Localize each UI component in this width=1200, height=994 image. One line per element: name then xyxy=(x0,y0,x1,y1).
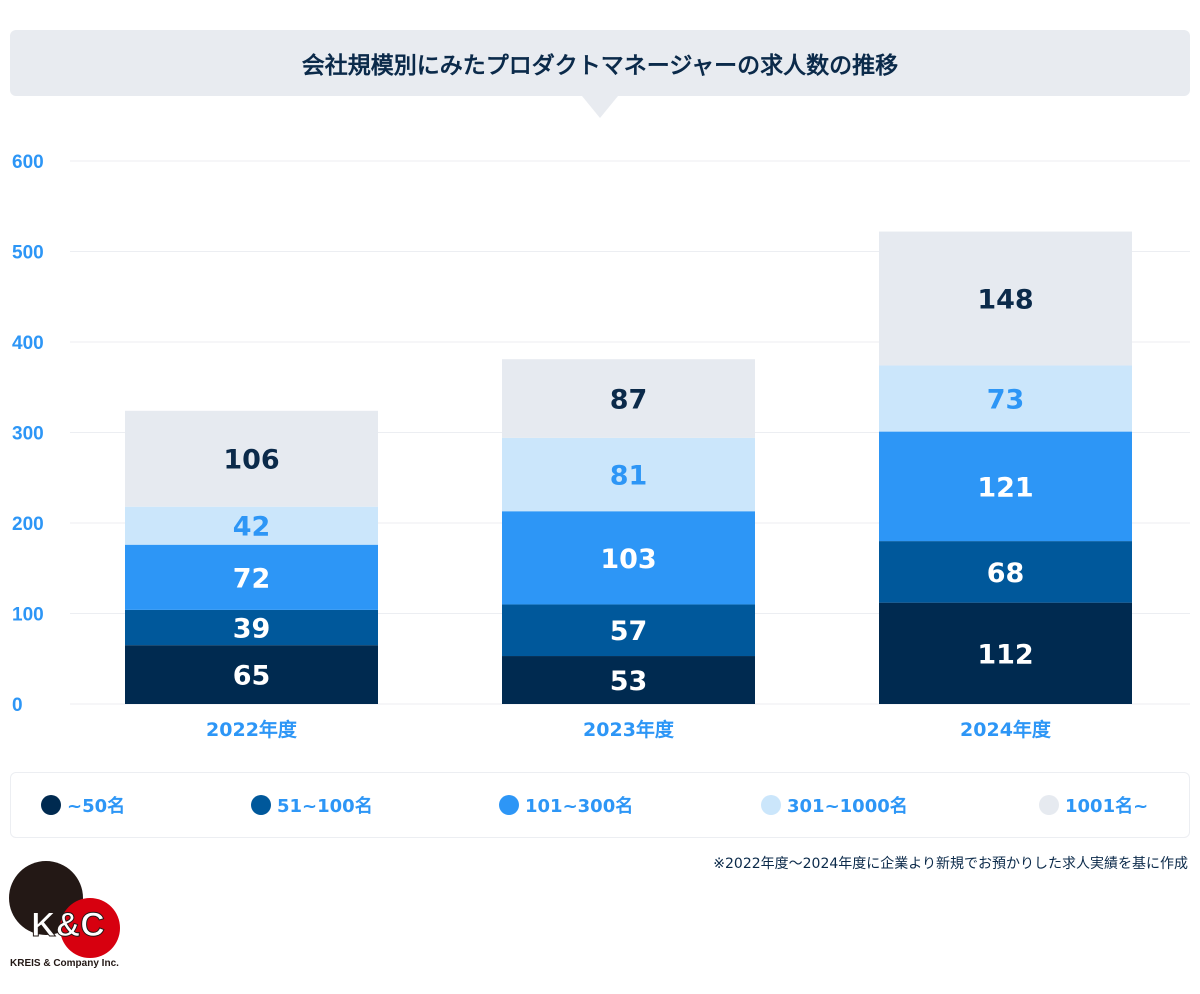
legend-swatch xyxy=(41,795,61,815)
legend-swatch xyxy=(761,795,781,815)
data-label: 148 xyxy=(977,285,1033,316)
legend-swatch xyxy=(251,795,271,815)
data-label: 39 xyxy=(233,614,271,645)
bar-segment xyxy=(879,602,1132,704)
footnote: ※2022年度～2024年度に企業より新規でお預かりした求人実績を基に作成 xyxy=(713,856,1188,872)
bar-segment xyxy=(879,231,1132,366)
bar-segment xyxy=(879,365,1132,432)
bar-segment xyxy=(125,410,378,507)
legend-item: 1001名~ xyxy=(1039,792,1148,818)
bar-segment xyxy=(879,541,1132,603)
y-tick-label: 0 xyxy=(12,695,23,716)
data-label: 73 xyxy=(987,385,1025,416)
y-tick-label: 200 xyxy=(12,514,44,535)
y-tick-label: 500 xyxy=(12,243,44,264)
legend-item: 301~1000名 xyxy=(761,792,908,818)
bar-segment xyxy=(125,609,378,646)
data-label: 112 xyxy=(977,639,1033,670)
bar-segment xyxy=(125,544,378,610)
x-tick-label: 2023年度 xyxy=(583,718,675,741)
legend-item: ~50名 xyxy=(41,792,125,818)
legend-label: 51~100名 xyxy=(277,796,373,817)
legend-swatch xyxy=(499,795,519,815)
bar-segment xyxy=(125,506,378,545)
legend-swatch xyxy=(1039,795,1059,815)
legend: ~50名 51~100名 101~300名 301~1000名 1001名~ xyxy=(10,772,1190,838)
chart-title-box: 会社規模別にみたプロダクトマネージャーの求人数の推移 xyxy=(10,30,1190,96)
data-label: 57 xyxy=(610,616,648,647)
x-tick-label: 2024年度 xyxy=(960,718,1052,741)
legend-label: 301~1000名 xyxy=(787,796,908,817)
data-label: 81 xyxy=(610,461,648,492)
bar-segment xyxy=(125,645,378,704)
data-label: 87 xyxy=(610,385,648,416)
bar-segment xyxy=(502,656,755,704)
data-label: 72 xyxy=(233,563,271,594)
bar-segment xyxy=(502,359,755,438)
stacked-bar-chart: 0 100 200 300 400 500 600 65 39 72 42 106 2022年度 53 57… xyxy=(12,152,1190,741)
y-tick-label: 300 xyxy=(12,424,44,445)
bar-segment xyxy=(502,511,755,605)
data-label: 106 xyxy=(223,445,279,476)
bar-segment xyxy=(502,604,755,657)
chart-title: 会社規模別にみたプロダクトマネージャーの求人数の推移 xyxy=(301,53,899,79)
x-tick-label: 2022年度 xyxy=(206,718,298,741)
data-label: 68 xyxy=(987,558,1025,589)
y-tick-label: 600 xyxy=(12,152,44,173)
svg-text:K&C: K&C xyxy=(31,906,105,944)
y-tick-label: 400 xyxy=(12,333,44,354)
legend-item: 101~300名 xyxy=(499,792,633,818)
y-tick-label: 100 xyxy=(12,605,44,626)
data-label: 121 xyxy=(977,472,1033,503)
bar-segment xyxy=(502,437,755,512)
legend-label: ~50名 xyxy=(67,796,126,817)
legend-label: 1001名~ xyxy=(1065,796,1149,817)
data-label: 53 xyxy=(610,666,648,697)
data-label: 103 xyxy=(600,544,656,575)
data-label: 42 xyxy=(233,512,271,543)
title-pointer xyxy=(582,96,618,118)
legend-label: 101~300名 xyxy=(525,796,634,817)
legend-item: 51~100名 xyxy=(251,792,373,818)
company-logo: K&C KREIS & Company Inc. xyxy=(8,858,128,974)
svg-text:KREIS & Company Inc.: KREIS & Company Inc. xyxy=(10,958,119,969)
bar-segment xyxy=(879,431,1132,542)
data-label: 65 xyxy=(233,661,271,692)
